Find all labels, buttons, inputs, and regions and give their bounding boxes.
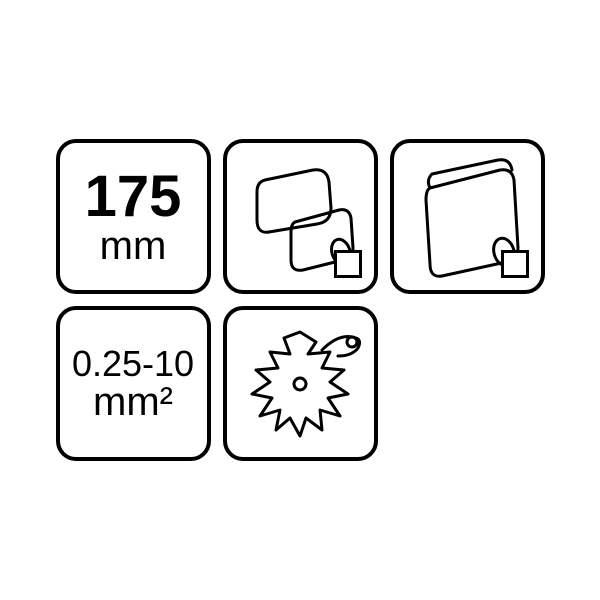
- marker-icon: [334, 250, 362, 278]
- length-unit: mm: [100, 226, 167, 266]
- range-value: 0.25-10: [72, 346, 194, 382]
- range-unit: mm²: [93, 382, 173, 422]
- tile-range: 0.25-10 mm²: [56, 306, 211, 461]
- tile-length: 175 mm: [56, 139, 211, 294]
- ratchet-gear-icon: [230, 314, 370, 454]
- spec-tiles-grid: 175 mm: [56, 139, 545, 461]
- empty-cell: [390, 306, 545, 461]
- tile-ferrule-insulated: [223, 139, 378, 294]
- marker-icon: [501, 250, 529, 278]
- tile-ferrule-bare: [390, 139, 545, 294]
- length-value: 175: [85, 168, 182, 226]
- tile-ratchet: [223, 306, 378, 461]
